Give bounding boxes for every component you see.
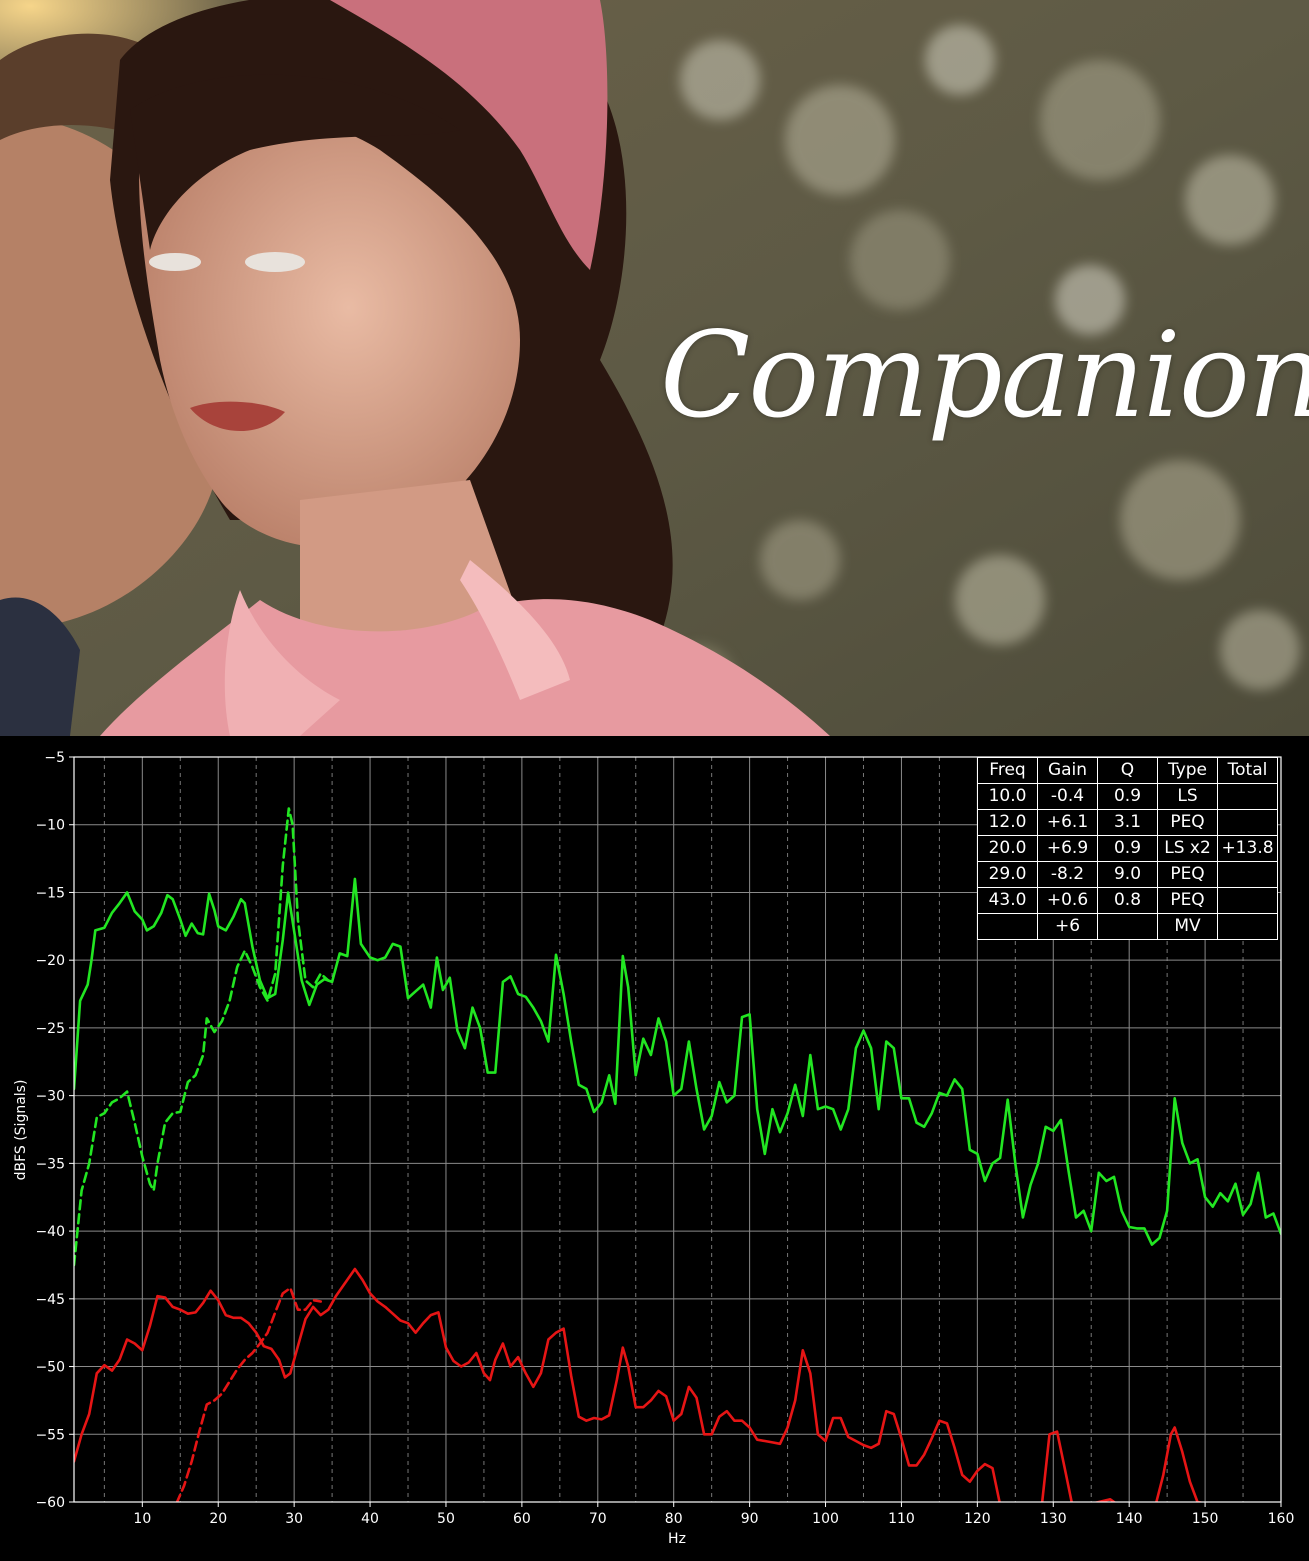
eq-cell: +6.1 [1037,809,1098,836]
eq-cell: -0.4 [1037,783,1098,810]
eq-cell [1217,861,1278,888]
red-solid-series-line [74,1267,1001,1502]
eq-cell: +6.9 [1037,835,1098,862]
green-dashed-series-line [74,807,330,1267]
eq-cell: 9.0 [1097,861,1158,888]
x-tick-label: 70 [589,1511,607,1527]
eq-cell [1217,809,1278,836]
eq-table-row: 29.0 -8.2 9.0 PEQ [977,861,1278,888]
eq-table-header-row: Freq Gain Q Type Total [977,757,1278,784]
red-dashed-series-line [175,1286,323,1502]
eq-cell: PEQ [1157,861,1218,888]
eq-cell: 12.0 [977,809,1038,836]
eq-table-row: +6 MV [977,913,1278,940]
x-tick-label: 60 [513,1511,531,1527]
eq-header-freq: Freq [977,757,1038,784]
x-axis-label: Hz [668,1531,686,1547]
x-tick-label: 50 [437,1511,455,1527]
y-axis-label: dBFS (Signals) [13,1080,29,1181]
x-tick-label: 80 [665,1511,683,1527]
eq-cell: 10.0 [977,783,1038,810]
y-tick-label: −35 [35,1156,65,1172]
y-tick-label: −15 [35,885,65,901]
x-tick-label: 20 [209,1511,227,1527]
eq-header-gain: Gain [1037,757,1098,784]
red-solid-series-line [1040,1426,1205,1502]
eq-table-row: 12.0 +6.1 3.1 PEQ [977,809,1278,836]
eq-cell: +0.6 [1037,887,1098,914]
x-tick-label: 110 [888,1511,915,1527]
eq-cell: PEQ [1157,809,1218,836]
x-tick-label: 30 [285,1511,303,1527]
y-tick-label: −25 [35,1021,65,1037]
x-tick-label: 90 [741,1511,759,1527]
eq-cell: LS [1157,783,1218,810]
y-tick-label: −55 [35,1427,65,1443]
eq-cell: -8.2 [1037,861,1098,888]
eq-cell [977,913,1038,940]
x-tick-label: 120 [964,1511,991,1527]
eq-cell: 3.1 [1097,809,1158,836]
frequency-response-chart: 10 20 30 40 50 60 70 80 90 100 110 120 130 140 150 160 −… [0,736,1309,1561]
eq-cell: +6 [1037,913,1098,940]
green-solid-series-line [74,877,1281,1246]
axes [73,756,1282,1503]
x-tick-label: 150 [1192,1511,1219,1527]
plot-frame [73,756,1282,1503]
eq-cell: PEQ [1157,887,1218,914]
movie-poster: Companion [0,0,1309,736]
eq-cell: 20.0 [977,835,1038,862]
eq-table-row: 20.0 +6.9 0.9 LS x2 +13.8 [977,835,1278,862]
y-tick-label: −10 [35,818,65,834]
x-tick-label: 10 [133,1511,151,1527]
y-tick-label: −45 [35,1292,65,1308]
eq-cell [1217,887,1278,914]
eq-cell: 43.0 [977,887,1038,914]
x-tick-label: 130 [1040,1511,1067,1527]
eq-cell: 29.0 [977,861,1038,888]
eq-cell [1217,913,1278,940]
poster-image [0,0,1309,736]
eq-cell: 0.9 [1097,783,1158,810]
x-tick-label: 100 [812,1511,839,1527]
eq-table-row: 10.0 -0.4 0.9 LS [977,783,1278,810]
y-tick-label: −20 [35,953,65,969]
eq-cell: 0.8 [1097,887,1158,914]
eq-table-row: 43.0 +0.6 0.8 PEQ [977,887,1278,914]
eq-cell: LS x2 [1157,835,1218,862]
x-tick-label: 160 [1268,1511,1295,1527]
eq-settings-table: Freq Gain Q Type Total 10.0 -0.4 0.9 LS … [977,757,1278,940]
series-layer [74,807,1281,1502]
y-tick-label: −50 [35,1360,65,1376]
eq-cell [1217,783,1278,810]
chart-svg: 10 20 30 40 50 60 70 80 90 100 110 120 130 140 150 160 −… [13,750,1294,1547]
eq-cell: MV [1157,913,1218,940]
poster-title: Companion [660,306,1309,444]
y-tick-label: −30 [35,1089,65,1105]
y-tick-label: −60 [35,1495,65,1511]
eq-cell: +13.8 [1217,835,1278,862]
tick-labels: 10 20 30 40 50 60 70 80 90 100 110 120 130 140 150 160 −… [35,750,1294,1527]
eq-header-type: Type [1157,757,1218,784]
y-tick-label: −5 [44,750,65,766]
x-tick-label: 40 [361,1511,379,1527]
eq-header-q: Q [1097,757,1158,784]
eq-cell: 0.9 [1097,835,1158,862]
y-tick-label: −40 [35,1224,65,1240]
eq-cell [1097,913,1158,940]
x-tick-label: 140 [1116,1511,1143,1527]
eq-header-total: Total [1217,757,1278,784]
